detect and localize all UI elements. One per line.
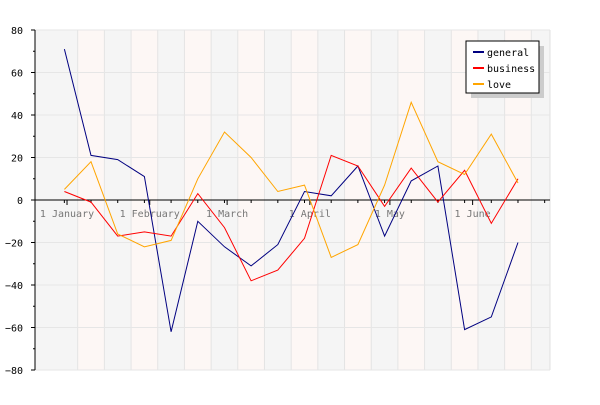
y-tick-label: 40	[11, 111, 23, 122]
y-tick-label: −80	[5, 366, 23, 377]
legend-label-general: general	[487, 48, 529, 59]
axes: −80 −60 −40 −20 0 20 40 60 80 1 January 1 February…	[5, 26, 550, 377]
legend: general business love	[465, 40, 544, 98]
y-tick-label: 80	[11, 26, 23, 37]
legend-label-love: love	[487, 80, 511, 91]
series-layer	[63, 48, 519, 332]
series-line-general	[63, 48, 519, 332]
x-tick-label: 1 June	[455, 209, 491, 220]
x-tick-label: 1 May	[375, 209, 405, 220]
x-tick-label: 1 April	[289, 209, 331, 220]
y-tick-label: −60	[5, 324, 23, 335]
y-tick-label: 60	[11, 69, 23, 80]
x-tick-label: 1 March	[206, 209, 248, 220]
y-tick-label: 0	[17, 196, 23, 207]
y-tick-label: −40	[5, 281, 23, 292]
legend-label-business: business	[487, 64, 535, 75]
y-tick-label: 20	[11, 154, 23, 165]
series-line-business	[64, 154, 519, 282]
x-tick-label: 1 February	[120, 209, 180, 220]
x-tick-label: 1 January	[40, 209, 94, 220]
y-tick-label: −20	[5, 239, 23, 250]
series-line-love	[64, 100, 519, 259]
